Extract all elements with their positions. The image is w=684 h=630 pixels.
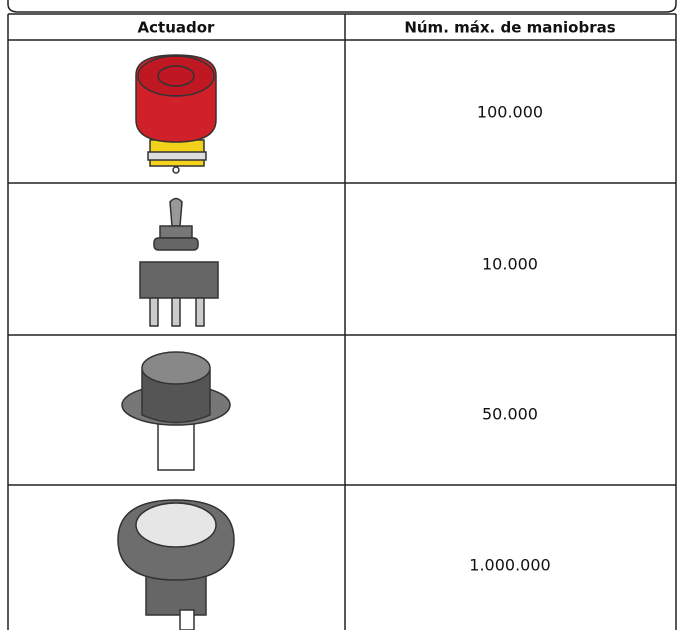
value-cell: 100.000 <box>477 103 543 122</box>
value-cell: 1.000.000 <box>469 556 550 575</box>
knob-image <box>121 351 231 471</box>
table-grid <box>7 13 677 630</box>
toggle-switch-image <box>139 197 219 327</box>
push-button-image <box>117 499 235 630</box>
emergency-stop-image <box>135 54 217 174</box>
top-frame <box>7 0 677 13</box>
value-cell: 50.000 <box>482 405 538 424</box>
header-cell: Núm. máx. de maniobras <box>404 19 615 37</box>
value-cell: 10.000 <box>482 255 538 274</box>
header-cell: Actuador <box>138 19 216 37</box>
